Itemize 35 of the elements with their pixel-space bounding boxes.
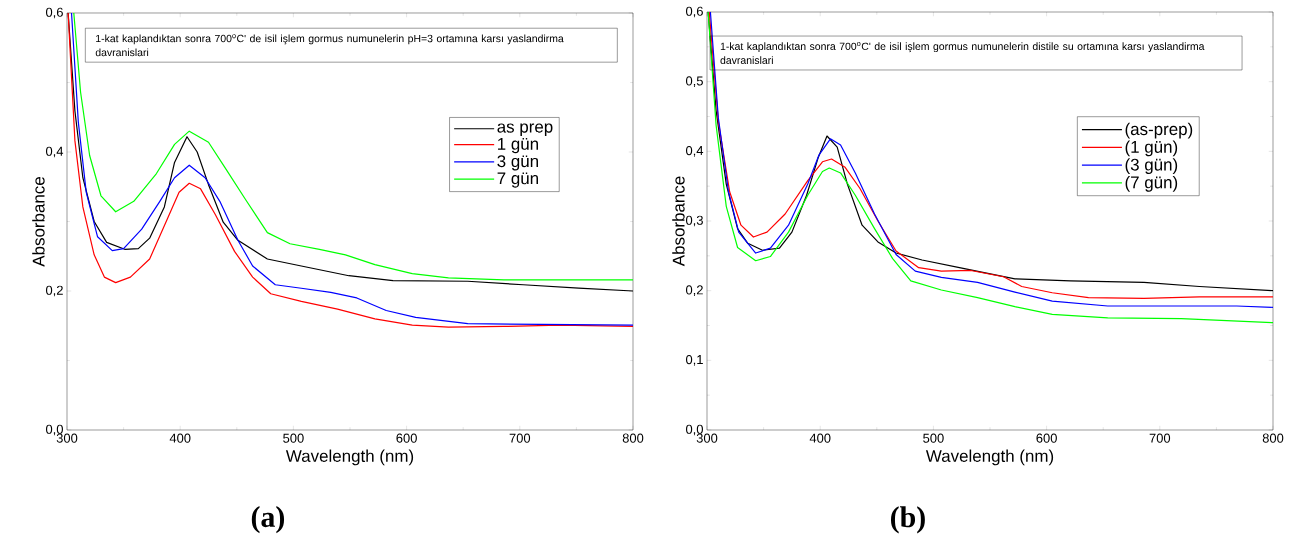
x-tick-label: 700 xyxy=(509,433,531,443)
legend-label: 1 gün xyxy=(498,138,538,154)
chart-title: 1-kat kaplandıktan sonra 700$^{o}$C' de isil işlem gormus numunelerin distile su ortamına karsı yaslandirma davranislari xyxy=(720,42,1205,64)
legend-label: (3 gün) xyxy=(1125,158,1178,174)
y-tick-label: 0,4 xyxy=(45,146,64,158)
x-axis-title: Wavelength (nm) xyxy=(925,449,1054,466)
x-tick-label: 500 xyxy=(283,433,304,443)
x-tick-label: 400 xyxy=(169,433,191,443)
legend-label: as prep xyxy=(497,123,553,137)
text: (a) xyxy=(251,506,285,534)
x-tick-label: 500 xyxy=(923,433,944,443)
y-tick-label: 0,3 xyxy=(685,215,703,227)
legend-label: (1 gün) xyxy=(1125,140,1178,157)
y-axis-title: Absorbance xyxy=(672,176,685,267)
y-axis-title: Absorbance xyxy=(32,177,45,267)
chart-title: 1-kat kaplandıktan sonra 700$^{o}$C' de isil işlem gormus numunelerin pH=3 ortamına karsı yaslandirma davranislari xyxy=(95,34,564,57)
x-tick-label: 800 xyxy=(622,433,644,443)
legend-label: 3 gün xyxy=(497,155,538,171)
y-tick-label: 0,1 xyxy=(685,354,703,366)
x-tick-label: 600 xyxy=(396,433,417,443)
text: (b) xyxy=(890,506,925,534)
x-tick-label: 400 xyxy=(809,433,831,443)
legend-label: (7 gün) xyxy=(1125,175,1178,192)
legend-label: 7 gün xyxy=(497,172,538,188)
y-tick-label: 0,6 xyxy=(45,7,63,19)
y-tick-label: 0,2 xyxy=(685,285,703,297)
y-tick-label: 0,5 xyxy=(685,76,703,88)
x-tick-label: 700 xyxy=(1149,433,1171,443)
x-axis-title: Wavelength (nm) xyxy=(285,449,414,466)
y-tick-label: 0,6 xyxy=(685,6,703,18)
y-tick-label: 0,4 xyxy=(685,145,704,157)
x-tick-label: 800 xyxy=(1262,433,1284,443)
x-tick-label: 600 xyxy=(1036,433,1057,443)
legend-label: (as-prep) xyxy=(1125,122,1193,139)
y-tick-label: 0,2 xyxy=(45,285,63,297)
